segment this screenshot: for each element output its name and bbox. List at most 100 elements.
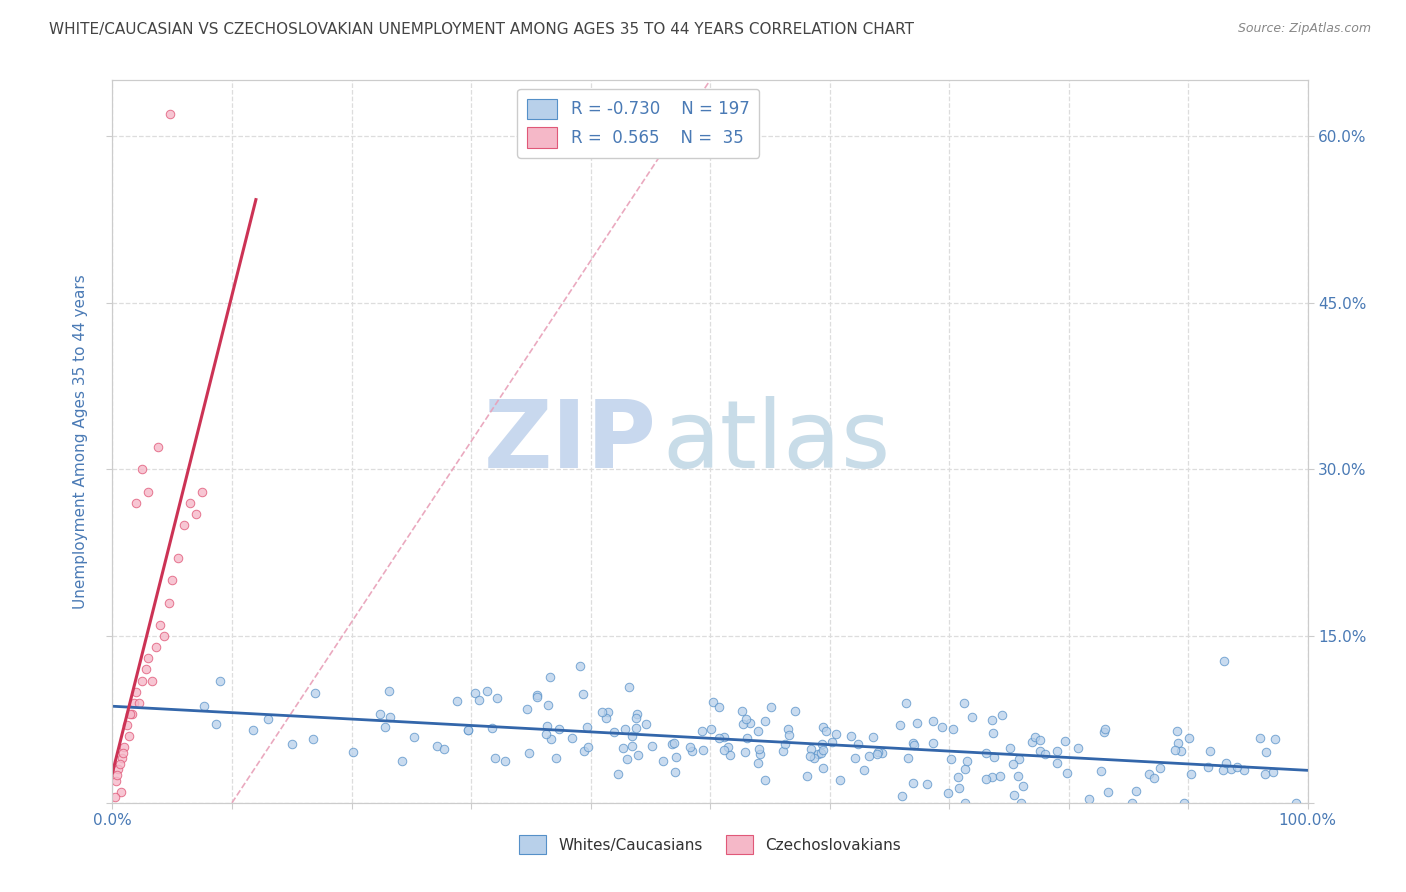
Point xyxy=(839,729,862,743)
Point xyxy=(1007,769,1029,783)
Point xyxy=(734,744,756,758)
Point xyxy=(536,726,558,740)
Point xyxy=(1007,752,1029,766)
Point xyxy=(481,721,503,735)
Point xyxy=(548,722,571,736)
Point xyxy=(713,743,735,757)
Point xyxy=(1002,788,1025,802)
Point xyxy=(915,777,938,791)
Point xyxy=(107,763,129,777)
Point xyxy=(468,692,491,706)
Point xyxy=(603,725,626,739)
Point xyxy=(1029,744,1052,758)
Point xyxy=(475,683,498,698)
Point xyxy=(778,728,800,742)
Point xyxy=(640,739,662,753)
Point xyxy=(457,723,479,737)
Text: WHITE/CAUCASIAN VS CZECHOSLOVAKIAN UNEMPLOYMENT AMONG AGES 35 TO 44 YEARS CORREL: WHITE/CAUCASIAN VS CZECHOSLOVAKIAN UNEMP… xyxy=(49,22,914,37)
Point xyxy=(733,716,755,731)
Point xyxy=(484,751,506,765)
Point xyxy=(368,706,391,721)
Point xyxy=(810,738,832,752)
Point xyxy=(803,750,825,764)
Point xyxy=(903,738,925,752)
Point xyxy=(108,756,131,771)
Point xyxy=(145,640,167,655)
Point xyxy=(1033,747,1056,761)
Point xyxy=(1097,785,1119,799)
Point xyxy=(446,694,468,708)
Point xyxy=(858,748,880,763)
Point xyxy=(1046,744,1069,758)
Point xyxy=(862,730,884,744)
Point xyxy=(159,106,181,120)
Point xyxy=(426,739,449,753)
Point xyxy=(141,673,163,688)
Point xyxy=(162,574,183,588)
Point xyxy=(692,743,714,757)
Point xyxy=(114,740,135,755)
Point xyxy=(718,747,741,762)
Point xyxy=(735,731,758,746)
Point xyxy=(747,756,769,770)
Point xyxy=(536,719,558,733)
Point xyxy=(956,754,979,768)
Point xyxy=(754,714,776,728)
Point xyxy=(936,786,959,800)
Point xyxy=(191,484,214,499)
Point xyxy=(1167,736,1189,750)
Point xyxy=(1164,743,1187,757)
Point xyxy=(953,763,976,777)
Point xyxy=(1254,767,1277,781)
Point xyxy=(946,770,969,784)
Point xyxy=(1078,792,1101,806)
Point xyxy=(301,731,323,746)
Point xyxy=(661,738,683,752)
Point xyxy=(537,698,560,713)
Point xyxy=(404,730,426,744)
Point xyxy=(627,748,650,763)
Point xyxy=(125,496,148,510)
Point xyxy=(1094,722,1116,736)
Point xyxy=(740,716,762,731)
Point xyxy=(616,752,638,766)
Point xyxy=(257,712,280,726)
Point xyxy=(281,738,304,752)
Point xyxy=(433,741,456,756)
Point xyxy=(690,723,713,738)
Point xyxy=(464,686,486,700)
Point xyxy=(146,440,169,454)
Point xyxy=(1137,767,1160,781)
Point xyxy=(1261,765,1284,780)
Point xyxy=(799,748,821,763)
Point xyxy=(205,716,228,731)
Y-axis label: Unemployment Among Ages 35 to 44 years: Unemployment Among Ages 35 to 44 years xyxy=(73,274,89,609)
Point xyxy=(516,701,538,715)
Point xyxy=(1166,724,1188,739)
Point xyxy=(800,741,823,756)
Point xyxy=(988,768,1011,782)
Point xyxy=(193,699,215,714)
Point xyxy=(120,706,142,721)
Point xyxy=(974,772,997,786)
Point xyxy=(747,723,769,738)
Point xyxy=(735,712,758,726)
Point xyxy=(748,742,770,756)
Point xyxy=(111,751,134,765)
Point xyxy=(872,746,894,760)
Point xyxy=(980,714,1002,728)
Point xyxy=(759,699,782,714)
Point xyxy=(568,658,591,673)
Point xyxy=(167,551,190,566)
Point xyxy=(342,746,364,760)
Point xyxy=(105,768,128,782)
Point xyxy=(544,751,567,765)
Point xyxy=(889,718,911,732)
Point xyxy=(526,690,548,704)
Point xyxy=(1121,796,1143,810)
Point xyxy=(952,696,974,710)
Point xyxy=(1254,745,1277,759)
Point xyxy=(1056,765,1078,780)
Point xyxy=(810,746,832,760)
Point xyxy=(125,684,148,698)
